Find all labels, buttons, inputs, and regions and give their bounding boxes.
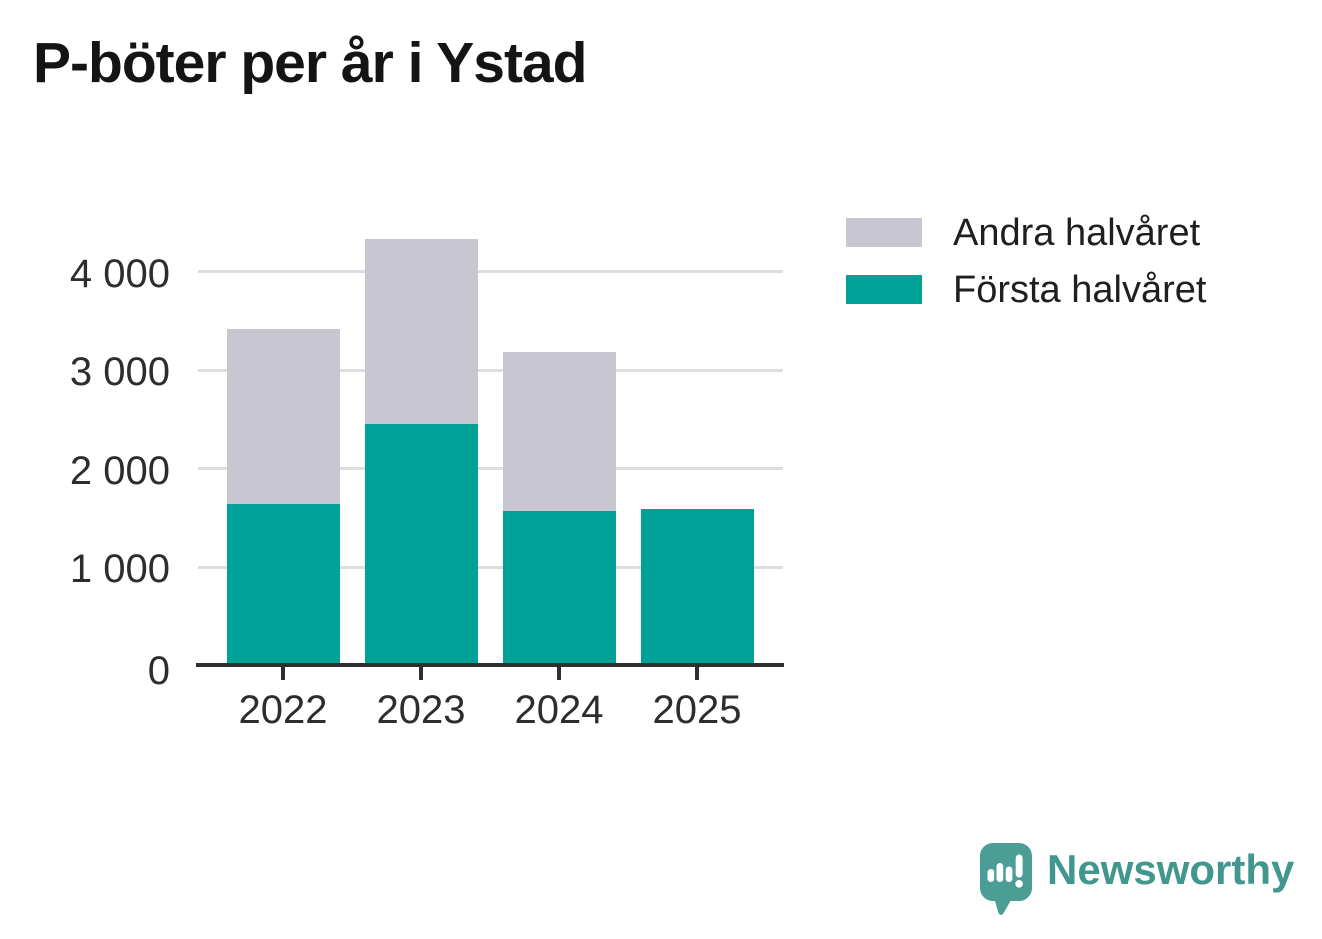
newsworthy-logo-text: Newsworthy bbox=[1047, 846, 1295, 893]
x-axis-tick-2025 bbox=[695, 667, 699, 680]
bar-segment-2023-andra bbox=[364, 238, 478, 424]
x-axis-tick-2024 bbox=[557, 667, 561, 680]
chart-legend: Andra halvåret Första halvåret bbox=[846, 213, 1206, 332]
gridline-2000 bbox=[198, 467, 783, 471]
legend-label-andra-halvaret: Andra halvåret bbox=[953, 211, 1201, 254]
x-axis-line bbox=[196, 663, 784, 667]
gridline-4000 bbox=[198, 270, 783, 274]
y-axis-label-0: 0 bbox=[147, 648, 170, 693]
legend-label-forsta-halvaret: Första halvåret bbox=[953, 268, 1207, 311]
bar-segment-2024-forsta bbox=[502, 510, 616, 665]
bar-segment-2022-andra bbox=[226, 329, 340, 504]
legend-item-forsta-halvaret: Första halvåret bbox=[846, 270, 1206, 310]
bar-segment-2022-forsta bbox=[226, 503, 340, 665]
x-axis-label-2025: 2025 bbox=[652, 688, 742, 732]
gridline-1000 bbox=[198, 565, 783, 569]
x-axis-label-2024: 2024 bbox=[514, 688, 604, 732]
legend-swatch-forsta-halvaret bbox=[846, 275, 922, 304]
newsworthy-branding: Newsworthy bbox=[980, 843, 1294, 916]
gridline-3000 bbox=[198, 368, 783, 372]
y-axis-label-1000: 1 000 bbox=[69, 547, 170, 592]
x-axis-label-2022: 2022 bbox=[238, 688, 328, 732]
newsworthy-logo-icon bbox=[980, 843, 1032, 915]
chart-title: P-böter per år i Ystad bbox=[33, 31, 587, 95]
bar-segment-2024-andra bbox=[502, 352, 616, 511]
bar-segment-2023-forsta bbox=[364, 423, 478, 665]
legend-item-andra-halvaret: Andra halvåret bbox=[846, 213, 1206, 253]
x-axis-tick-2023 bbox=[419, 667, 423, 680]
bar-segment-2025-forsta bbox=[640, 508, 754, 665]
y-axis-label-2000: 2 000 bbox=[69, 448, 170, 493]
y-axis-label-4000: 4 000 bbox=[69, 251, 170, 296]
x-axis-tick-2022 bbox=[281, 667, 285, 680]
y-axis-label-3000: 3 000 bbox=[69, 350, 170, 395]
x-axis-label-2023: 2023 bbox=[376, 688, 466, 732]
legend-swatch-andra-halvaret bbox=[846, 218, 922, 247]
